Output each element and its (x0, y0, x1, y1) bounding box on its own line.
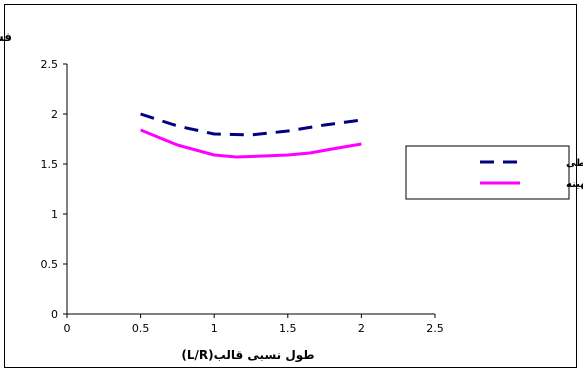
y-tick-label: 1.5 (41, 158, 59, 171)
series-line-0 (140, 112, 362, 137)
x-tick-label: 1 (211, 322, 218, 335)
series-line-1 (140, 128, 362, 159)
y-tick-label: 2 (51, 108, 58, 121)
legend-box (405, 145, 570, 200)
legend-label-0: قالب خطی (566, 158, 583, 169)
x-tick-label: 2.5 (426, 322, 444, 335)
x-tick-label: 0.5 (132, 322, 150, 335)
y-tick-label: 2.5 (41, 58, 59, 71)
x-tick-label: 0 (64, 322, 71, 335)
x-axis-title: طول نسبی قالب(L/R) (181, 348, 314, 363)
y-tick-label: 0 (51, 308, 58, 321)
x-tick-label: 2 (358, 322, 365, 335)
x-tick-label: 1.5 (279, 322, 297, 335)
y-tick-label: 0.5 (41, 258, 59, 271)
y-axis-title: فشار نسبی(P/Y) (0, 30, 12, 44)
legend-label-1: قالب غیر خطی بهینه (566, 179, 583, 190)
y-tick-label: 1 (51, 208, 58, 221)
